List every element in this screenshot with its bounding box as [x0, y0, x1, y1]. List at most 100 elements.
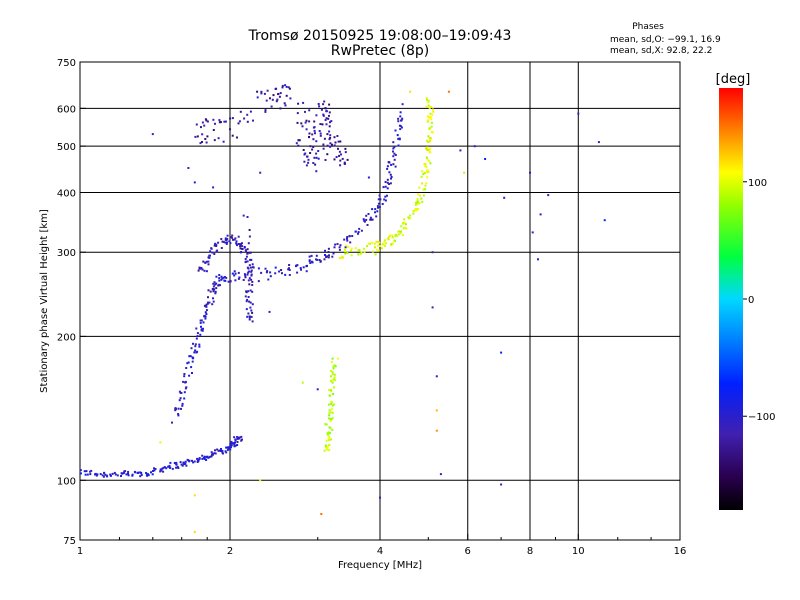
- echo-point: [194, 349, 197, 352]
- echo-point: [318, 130, 321, 132]
- echo-point: [210, 455, 213, 458]
- echo-point: [84, 473, 87, 476]
- echo-point: [419, 194, 421, 197]
- echo-point: [309, 262, 312, 264]
- echo-point: [265, 99, 268, 102]
- echo-point: [122, 472, 125, 474]
- echo-point: [424, 165, 427, 168]
- echo-point: [337, 147, 339, 150]
- echo-point: [327, 256, 330, 259]
- echo-point: [186, 458, 189, 461]
- echo-point: [431, 113, 434, 116]
- echo-point: [229, 443, 232, 446]
- echo-point: [212, 118, 215, 121]
- echo-point: [386, 187, 389, 190]
- echo-point: [168, 464, 171, 467]
- echo-point: [432, 110, 435, 113]
- echo-point: [399, 115, 402, 118]
- echo-point: [248, 316, 251, 319]
- echo-point: [426, 158, 429, 161]
- echo-point: [332, 393, 335, 395]
- echo-point: [328, 449, 331, 452]
- echo-point: [388, 183, 390, 185]
- echo-point: [201, 121, 204, 124]
- echo-point: [312, 146, 315, 148]
- echo-point: [214, 242, 217, 245]
- echo-point: [220, 275, 223, 278]
- echo-point: [204, 311, 207, 314]
- echo-point: [324, 249, 326, 252]
- echo-point: [198, 343, 201, 346]
- echo-point: [328, 426, 331, 429]
- echo-point: [312, 126, 315, 129]
- echo-point: [137, 471, 140, 474]
- echo-point: [203, 455, 206, 458]
- echo-point: [392, 141, 395, 144]
- echo-point: [413, 210, 416, 212]
- echo-point: [237, 122, 240, 125]
- echo-point: [184, 460, 187, 463]
- echo-point: [431, 131, 434, 134]
- echo-point: [224, 238, 227, 241]
- echo-point: [326, 448, 329, 451]
- echo-point: [236, 244, 238, 247]
- echo-point: [229, 242, 232, 245]
- echo-point: [114, 473, 117, 476]
- echo-point: [313, 129, 316, 132]
- echo-point: [427, 104, 430, 107]
- echo-point: [319, 123, 322, 125]
- echo-point: [251, 280, 254, 283]
- echo-point: [211, 453, 214, 456]
- echo-point: [222, 276, 225, 279]
- echo-point: [309, 152, 312, 154]
- echo-point: [425, 182, 428, 185]
- echo-point: [401, 103, 404, 106]
- echo-point: [244, 258, 247, 260]
- echo-point: [188, 459, 191, 462]
- echo-point: [365, 218, 368, 221]
- echo-point: [228, 446, 231, 449]
- echo-point: [242, 214, 245, 217]
- y-tick-label: 100: [57, 476, 76, 487]
- echo-point: [338, 248, 341, 251]
- echo-point: [324, 444, 327, 447]
- echo-point: [206, 302, 209, 305]
- echo-point: [194, 345, 197, 348]
- echo-point: [331, 404, 334, 407]
- echo-point: [329, 145, 332, 148]
- echo-point: [196, 332, 199, 335]
- echo-point: [268, 310, 271, 313]
- echo-point: [354, 247, 357, 250]
- echo-point: [272, 94, 275, 97]
- echo-point: [162, 466, 165, 469]
- echo-point: [177, 414, 180, 417]
- echo-point: [248, 270, 251, 273]
- echo-point: [405, 223, 407, 226]
- echo-point: [393, 152, 396, 155]
- echo-point: [330, 408, 333, 411]
- echo-point: [398, 138, 401, 141]
- echo-point: [400, 225, 403, 228]
- echo-point: [317, 103, 320, 105]
- echo-point: [180, 463, 183, 466]
- echo-point: [196, 135, 199, 138]
- echo-point: [315, 254, 318, 257]
- echo-point: [429, 106, 432, 108]
- echo-point: [199, 142, 202, 145]
- echo-point: [159, 468, 162, 471]
- echo-point: [205, 305, 208, 308]
- echo-point: [329, 427, 332, 430]
- echo-point: [429, 151, 432, 154]
- echo-point: [416, 200, 419, 203]
- echo-point: [500, 483, 503, 486]
- echo-point: [123, 470, 126, 473]
- echo-point: [389, 173, 392, 176]
- echo-point: [201, 133, 204, 136]
- echo-point: [232, 238, 234, 241]
- echo-point: [264, 110, 267, 113]
- echo-point: [195, 327, 198, 330]
- echo-point: [249, 266, 252, 269]
- echo-point: [202, 456, 205, 459]
- echo-point: [208, 301, 211, 304]
- echo-point: [338, 154, 341, 157]
